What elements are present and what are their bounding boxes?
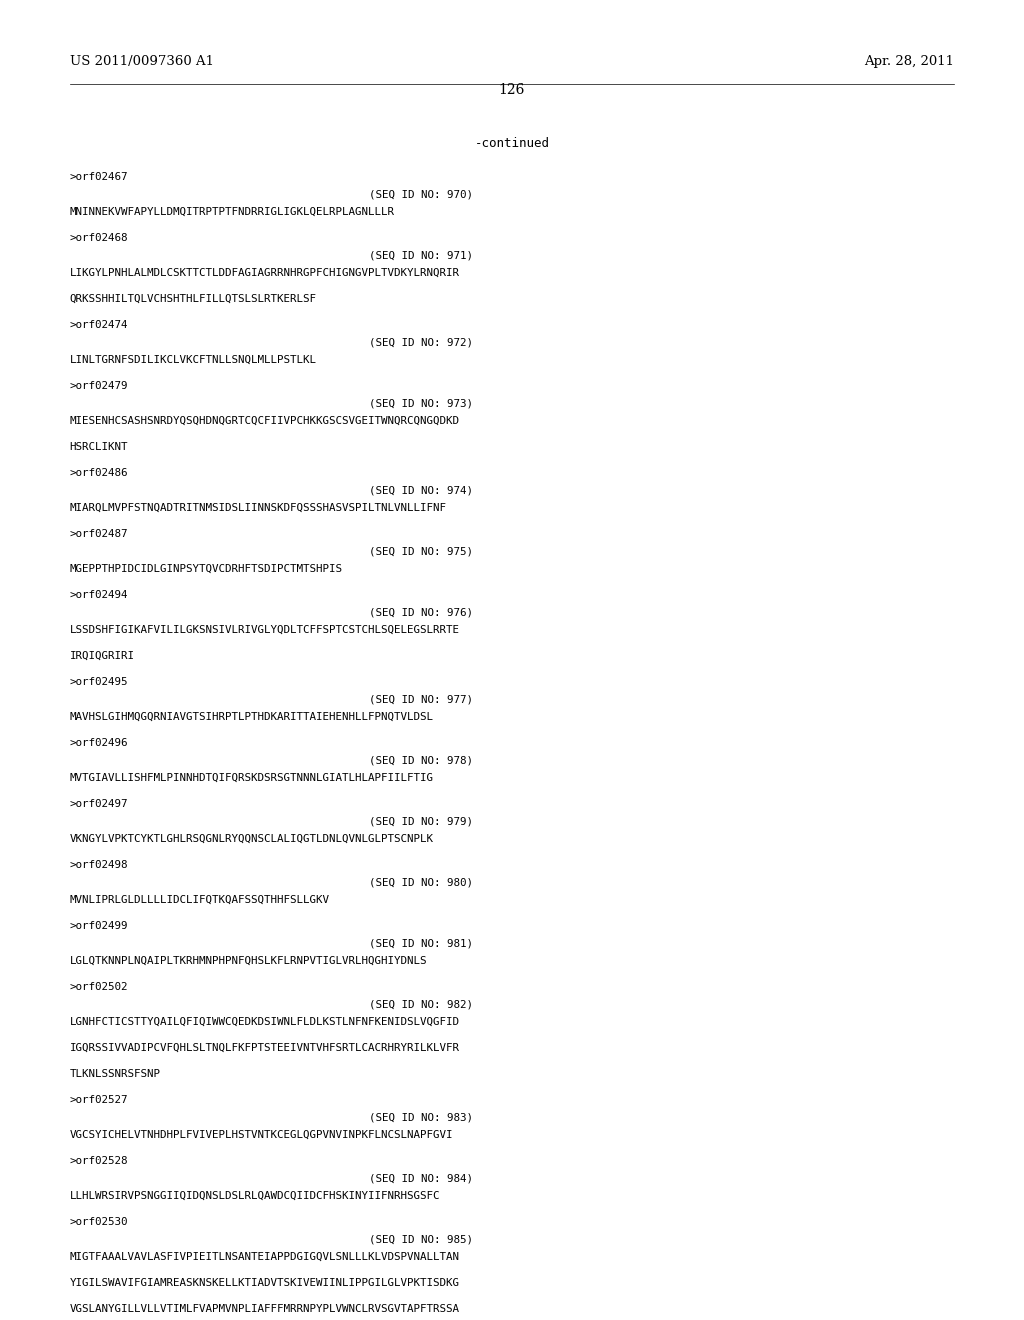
Text: >orf02496: >orf02496 [70, 738, 128, 748]
Text: MGEPPTHPIDCIDLGINPSYTQVCDRHFTSDIPCTMTSHPIS: MGEPPTHPIDCIDLGINPSYTQVCDRHFTSDIPCTMTSHP… [70, 564, 343, 574]
Text: >orf02499: >orf02499 [70, 921, 128, 931]
Text: (SEQ ID NO: 983): (SEQ ID NO: 983) [70, 1113, 473, 1122]
Text: LSSDSHFIGIKAFVILILGKSNSIVLRIVGLYQDLTCFFSPTCSTCHLSQELEGSLRRTE: LSSDSHFIGIKAFVILILGKSNSIVLRIVGLYQDLTCFFS… [70, 624, 460, 635]
Text: HSRCLIKNT: HSRCLIKNT [70, 442, 128, 451]
Text: (SEQ ID NO: 984): (SEQ ID NO: 984) [70, 1173, 473, 1184]
Text: LINLTGRNFSDILIKCLVKCFTNLLSNQLMLLPSTLKL: LINLTGRNFSDILIKCLVKCFTNLLSNQLMLLPSTLKL [70, 355, 316, 364]
Text: IGQRSSIVVADIPCVFQHLSLTNQLFKFPTSTEEIVNTVHFSRTLCACRHRYRILKLVFR: IGQRSSIVVADIPCVFQHLSLTNQLFKFPTSTEEIVNTVH… [70, 1043, 460, 1053]
Text: MIESENHCSASHSNRDYQSQHDNQGRTCQCFIIVPCHKKGSCSVGEITWNQRCQNGQDKD: MIESENHCSASHSNRDYQSQHDNQGRTCQCFIIVPCHKKG… [70, 416, 460, 425]
Text: LGLQTKNNPLNQAIPLTKRHMNPHPNFQHSLKFLRNPVTIGLVRLHQGHIYDNLS: LGLQTKNNPLNQAIPLTKRHMNPHPNFQHSLKFLRNPVTI… [70, 956, 427, 966]
Text: (SEQ ID NO: 970): (SEQ ID NO: 970) [70, 189, 473, 199]
Text: (SEQ ID NO: 979): (SEQ ID NO: 979) [70, 816, 473, 826]
Text: LLHLWRSIRVPSNGGIIQIDQNSLDSLRLQAWDCQIIDCFHSKINYIIFNRHSGSFC: LLHLWRSIRVPSNGGIIQIDQNSLDSLRLQAWDCQIIDCF… [70, 1191, 440, 1201]
Text: >orf02502: >orf02502 [70, 982, 128, 991]
Text: MVNLIPRLGLDLLLLIDCLIFQTKQAFSSQTHHFSLLGKV: MVNLIPRLGLDLLLLIDCLIFQTKQAFSSQTHHFSLLGKV [70, 895, 330, 904]
Text: >orf02467: >orf02467 [70, 172, 128, 182]
Text: (SEQ ID NO: 974): (SEQ ID NO: 974) [70, 486, 473, 495]
Text: (SEQ ID NO: 973): (SEQ ID NO: 973) [70, 399, 473, 408]
Text: >orf02497: >orf02497 [70, 799, 128, 809]
Text: >orf02486: >orf02486 [70, 467, 128, 478]
Text: US 2011/0097360 A1: US 2011/0097360 A1 [70, 55, 214, 69]
Text: MAVHSLGIHMQGQRNIAVGTSIHRPTLPTHDKARITTAIEHENHLLFPNQTVLDSL: MAVHSLGIHMQGQRNIAVGTSIHRPTLPTHDKARITTAIE… [70, 711, 433, 722]
Text: (SEQ ID NO: 980): (SEQ ID NO: 980) [70, 878, 473, 887]
Text: >orf02487: >orf02487 [70, 529, 128, 539]
Text: LIKGYLPNHLALMDLCSKTTCTLDDFAGIAGRRNHRGPFCHIGNGVPLTVDKYLRNQRIR: LIKGYLPNHLALMDLCSKTTCTLDDFAGIAGRRNHRGPFC… [70, 268, 460, 277]
Text: LGNHFCTICSTTYQAILQFIQIWWCQEDKDSIWNLFLDLKSTLNFNFKENIDSLVQGFID: LGNHFCTICSTTYQAILQFIQIWWCQEDKDSIWNLFLDLK… [70, 1016, 460, 1027]
Text: (SEQ ID NO: 981): (SEQ ID NO: 981) [70, 939, 473, 948]
Text: VGSLANYGILLVLLVTIMLFVAPMVNPLIAFFFMRRNPYPLVWNCLRVSGVTAPFTRSSA: VGSLANYGILLVLLVTIMLFVAPMVNPLIAFFFMRRNPYP… [70, 1304, 460, 1315]
Text: >orf02528: >orf02528 [70, 1156, 128, 1166]
Text: >orf02479: >orf02479 [70, 380, 128, 391]
Text: MIARQLMVPFSTNQADTRITNMSIDSLIINNSKDFQSSSHASVSPILTNLVNLLIFNF: MIARQLMVPFSTNQADTRITNMSIDSLIINNSKDFQSSSH… [70, 503, 446, 512]
Text: QRKSSHHILTQLVCHSHTHLFILLQTSLSLRTKERLSF: QRKSSHHILTQLVCHSHTHLFILLQTSLSLRTKERLSF [70, 293, 316, 304]
Text: >orf02474: >orf02474 [70, 319, 128, 330]
Text: (SEQ ID NO: 985): (SEQ ID NO: 985) [70, 1234, 473, 1245]
Text: (SEQ ID NO: 977): (SEQ ID NO: 977) [70, 694, 473, 705]
Text: MNINNEKVWFAPYLLDMQITRPTPTFNDRRIGLIGKLQELRPLAGNLLLR: MNINNEKVWFAPYLLDMQITRPTPTFNDRRIGLIGKLQEL… [70, 206, 394, 216]
Text: >orf02530: >orf02530 [70, 1217, 128, 1228]
Text: 126: 126 [499, 83, 525, 98]
Text: MIGTFAAALVAVLASFIVPIEITLNSANTEIAPPDGIGQVLSNLLLKLVDSPVNALLTAN: MIGTFAAALVAVLASFIVPIEITLNSANTEIAPPDGIGQV… [70, 1251, 460, 1262]
Text: IRQIQGRIRI: IRQIQGRIRI [70, 651, 134, 661]
Text: -continued: -continued [474, 137, 550, 150]
Text: (SEQ ID NO: 978): (SEQ ID NO: 978) [70, 755, 473, 766]
Text: (SEQ ID NO: 976): (SEQ ID NO: 976) [70, 607, 473, 618]
Text: (SEQ ID NO: 975): (SEQ ID NO: 975) [70, 546, 473, 556]
Text: >orf02468: >orf02468 [70, 232, 128, 243]
Text: >orf02498: >orf02498 [70, 859, 128, 870]
Text: YIGILSWAVIFGIAMREASKNSKELLKTIADVTSKIVEWIINLIPPGILGLVPKTISDKG: YIGILSWAVIFGIAMREASKNSKELLKTIADVTSKIVEWI… [70, 1278, 460, 1288]
Text: VGCSYICHELVTNHDHPLFVIVEPLHSTVNTKCEGLQGPVNVINPKFLNCSLNAPFGVI: VGCSYICHELVTNHDHPLFVIVEPLHSTVNTKCEGLQGPV… [70, 1130, 454, 1140]
Text: >orf02494: >orf02494 [70, 590, 128, 599]
Text: >orf02527: >orf02527 [70, 1096, 128, 1105]
Text: (SEQ ID NO: 982): (SEQ ID NO: 982) [70, 999, 473, 1010]
Text: >orf02495: >orf02495 [70, 677, 128, 686]
Text: (SEQ ID NO: 972): (SEQ ID NO: 972) [70, 337, 473, 347]
Text: TLKNLSSNRSFSNP: TLKNLSSNRSFSNP [70, 1069, 161, 1078]
Text: Apr. 28, 2011: Apr. 28, 2011 [864, 55, 954, 69]
Text: (SEQ ID NO: 971): (SEQ ID NO: 971) [70, 249, 473, 260]
Text: VKNGYLVPKTCYKTLGHLRSQGNLRYQQNSCLALIQGTLDNLQVNLGLPTSCNPLK: VKNGYLVPKTCYKTLGHLRSQGNLRYQQNSCLALIQGTLD… [70, 834, 433, 843]
Text: MVTGIAVLLISHFMLPINNHDTQIFQRSKDSRSGTNNNLGIATLHLAPFIILFTIG: MVTGIAVLLISHFMLPINNHDTQIFQRSKDSRSGTNNNLG… [70, 772, 433, 783]
